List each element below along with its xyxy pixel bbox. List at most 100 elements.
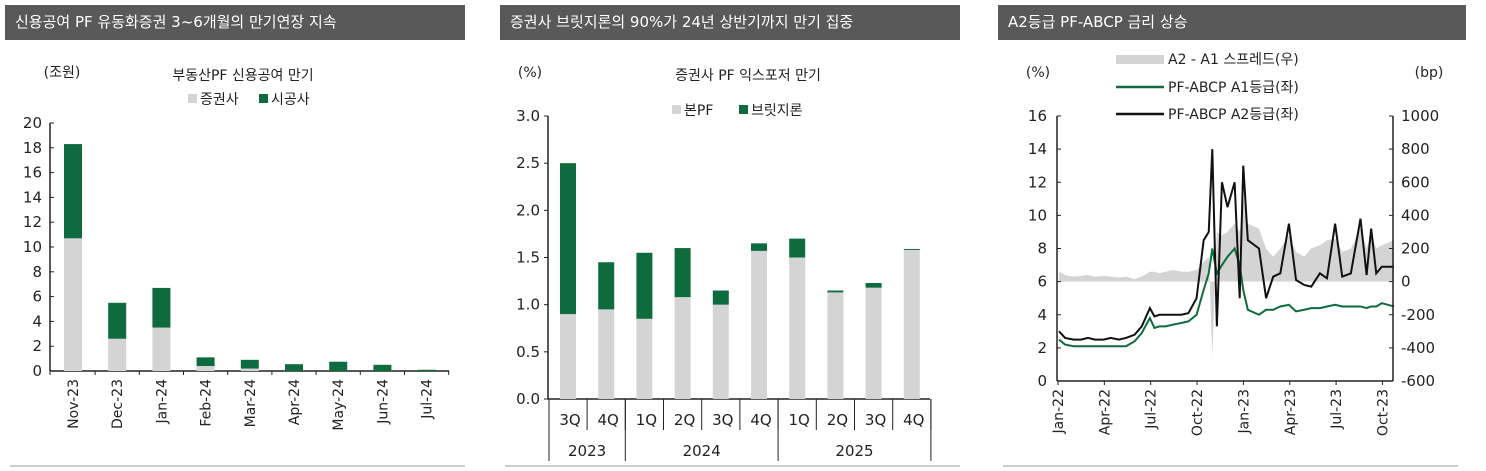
panel-2-title: 증권사 브릿지론의 90%가 24년 상반기까지 만기 집중 [500,5,960,40]
x-tick-label: Nov-23 [66,379,82,429]
bar-4Q-0 [598,309,615,399]
bar-1Q-1 [789,238,806,258]
bar-Jul-24-1 [417,369,436,371]
bar-Jan-24-0 [152,327,171,371]
x-tick-label: Oct-22 [1190,389,1206,436]
bar-2Q-1 [674,248,691,298]
x-tick-label: 1Q [636,411,657,429]
bar-1Q-0 [636,318,653,399]
legend-label: PF-ABCP A1등급(좌) [1168,80,1299,96]
bar-4Q-0 [903,249,920,399]
y-tick-label-left: 16 [1028,107,1047,125]
y-tick-label: 1.5 [516,249,540,267]
bar-3Q-0 [712,304,729,399]
bar-4Q-0 [751,250,767,399]
y-tick-label: 1.0 [516,296,540,314]
y-tick-label: 2.5 [516,154,540,172]
x-tick-label: Oct-23 [1375,389,1391,436]
chart-title: 증권사 PF 익스포저 만기 [675,68,821,84]
y-tick-label-right: 800 [1401,140,1430,158]
x-tick-label: Jul-24 [420,379,436,420]
panel-1-title: 신용공여 PF 유동화증권 3~6개월의 만기연장 지속 [5,5,465,40]
y-tick-label-left: 10 [1028,206,1047,224]
bar-2Q-0 [674,297,691,399]
bar-Dec-23-1 [108,302,127,339]
x-tick-label: Feb-24 [199,379,215,427]
legend-swatch-green [739,105,748,114]
x-tick-label: 4Q [750,411,771,429]
y-tick-label-right: -400 [1401,339,1435,357]
x-tick-label: Jan-24 [154,379,170,425]
x-tick-label: Jan-22 [1051,389,1067,434]
x-tick-label: 4Q [903,411,924,429]
x-tick-label: 4Q [598,411,619,429]
bar-3Q-1 [712,290,729,305]
legend-label: 본PF [684,103,713,119]
y-tick-label-left: 12 [1028,173,1047,191]
x-tick-label: Mar-24 [243,379,259,427]
bar-4Q-1 [903,249,920,250]
x-tick-label: Apr-22 [1097,389,1113,435]
bar-3Q-0 [560,314,576,399]
panel-3-title: A2등급 PF-ABCP 금리 상승 [998,5,1466,40]
y-tick-label: 8 [32,263,42,281]
bar-Feb-24-0 [196,366,215,371]
legend-swatch-green [259,94,268,103]
y-axis-unit-right: (bp) [1415,65,1444,81]
y-tick-label: 16 [23,164,42,182]
x-tick-label: 3Q [559,411,580,429]
x-tick-label: 3Q [712,411,733,429]
group-label: 2024 [683,442,721,460]
bar-3Q-1 [865,282,882,288]
bar-2Q-1 [827,290,844,293]
y-tick-label: 0.5 [516,343,540,361]
y-tick-label-right: 1000 [1401,107,1439,125]
y-tick-label: 14 [23,188,42,206]
y-axis-unit-left: (%) [1026,65,1050,81]
bar-Mar-24-1 [240,359,259,369]
bar-Mar-24-0 [240,368,259,371]
chart-title: 부동산PF 신용공여 만기 [172,68,313,84]
y-tick-label-left: 6 [1037,273,1047,291]
y-axis-unit: (%) [518,65,542,81]
spread-area [1059,198,1395,357]
y-tick-label-left: 0 [1037,372,1047,390]
bar-Feb-24-1 [196,357,215,367]
y-tick-label: 2 [32,337,42,355]
x-tick-label: Apr-24 [287,379,303,425]
x-tick-label: Dec-23 [110,379,126,429]
y-tick-label: 20 [23,114,42,132]
legend-label: 브릿지론 [751,103,803,119]
bar-1Q-0 [789,257,806,399]
panel-1-divider [10,465,465,467]
y-tick-label-right: 200 [1401,240,1430,258]
y-axis-unit: (조원) [44,65,81,81]
y-tick-label: 2.0 [516,201,540,219]
bar-3Q-0 [865,287,882,399]
legend-swatch-spread [1116,55,1164,64]
y-tick-label-left: 4 [1037,306,1047,324]
bar-May-24-1 [329,361,348,371]
x-tick-label: 2Q [674,411,695,429]
bar-Dec-23-0 [108,338,127,371]
x-tick-label: May-24 [331,379,347,431]
y-tick-label-right: -200 [1401,306,1435,324]
y-tick-label-left: 14 [1028,140,1047,158]
legend-label: A2 - A1 스프레드(우) [1168,52,1299,68]
bar-Jan-24-1 [152,287,171,328]
y-tick-label: 10 [23,238,42,256]
legend-label: 시공사 [271,92,310,108]
y-tick-label: 0 [32,362,42,380]
bar-3Q-1 [560,163,576,315]
x-tick-label: 1Q [789,411,810,429]
x-tick-label: 2Q [827,411,848,429]
y-tick-label-right: 400 [1401,206,1430,224]
legend-swatch-gray [672,105,681,114]
y-tick-label: 18 [23,139,42,157]
group-label: 2023 [568,442,606,460]
bar-Nov-23-1 [64,144,82,239]
x-tick-label: 3Q [865,411,886,429]
y-tick-label: 3.0 [516,107,540,125]
